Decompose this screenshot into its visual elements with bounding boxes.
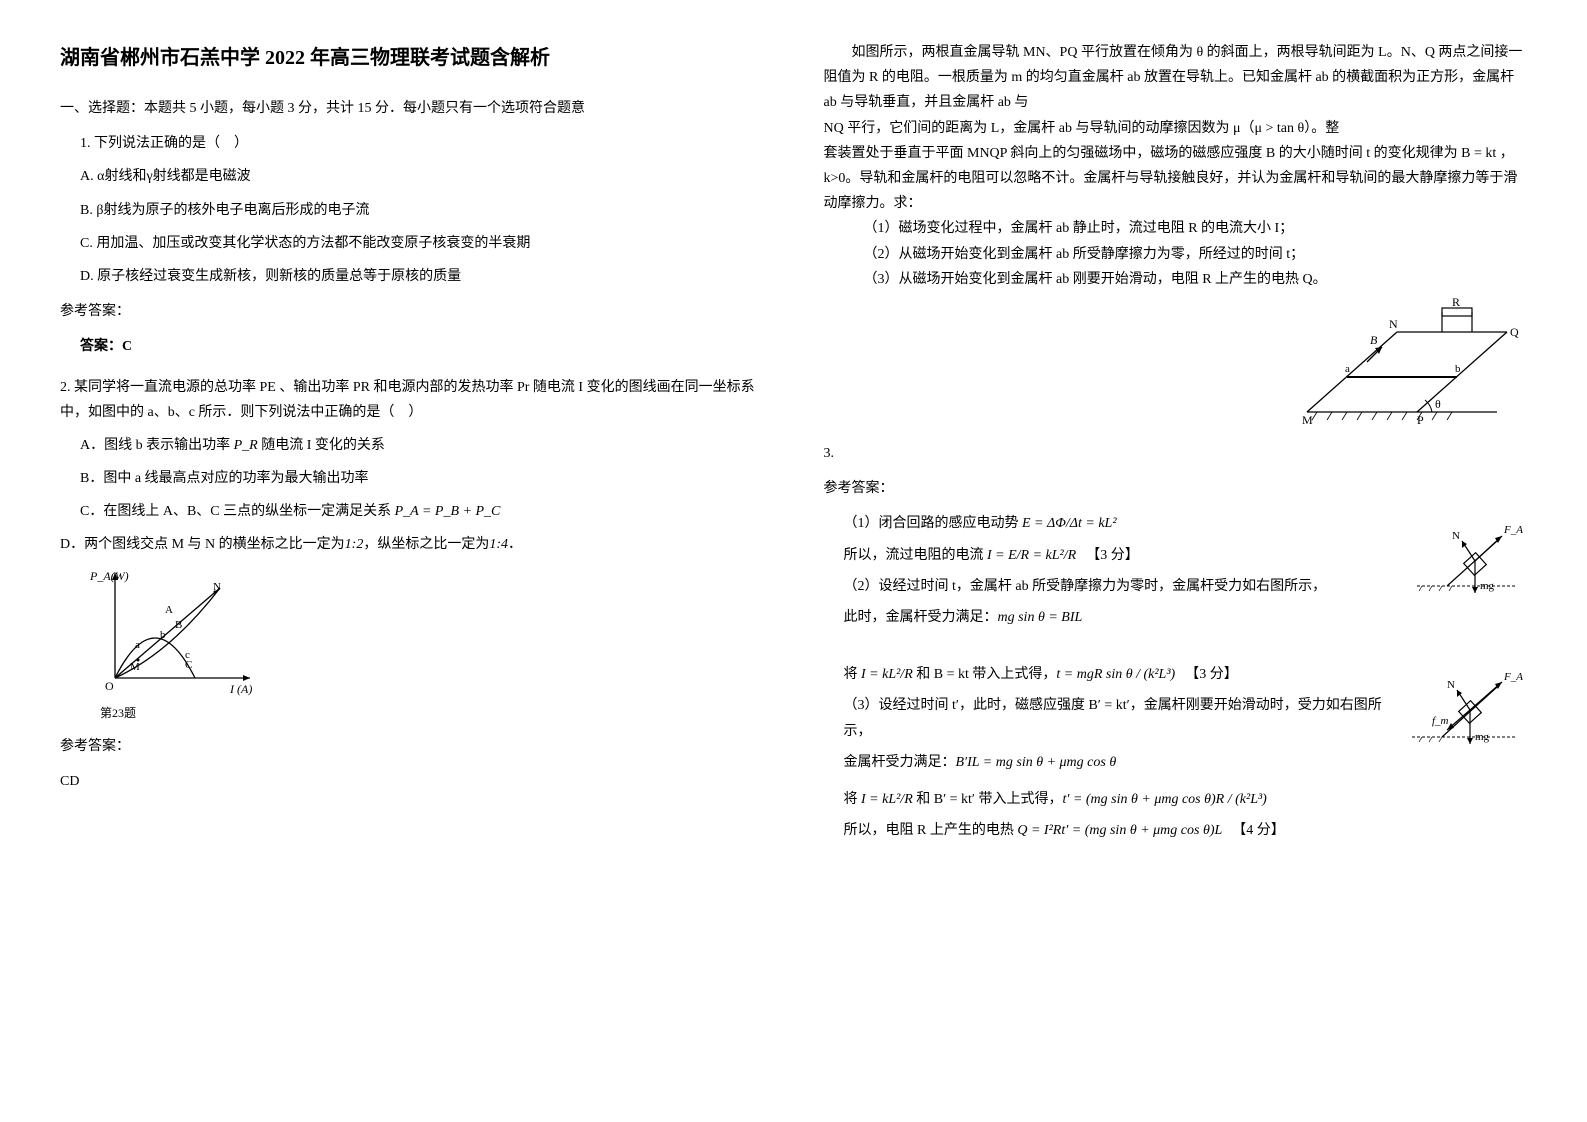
- q1-ans-label: 参考答案：: [60, 299, 764, 324]
- q3-sol3d-eq: Q = I²Rt′ = (mg sin θ + μmg cos θ)L: [1017, 823, 1222, 838]
- q2-opt-b: B．图中 a 线最高点对应的功率为最大输出功率: [80, 466, 764, 491]
- q3-sol2b: 此时，金属杆受力满足：mg sin θ = BIL: [844, 605, 1528, 630]
- q2-a-head: A．图线 b 表示输出功率: [80, 438, 234, 453]
- q3-sol2b-eq: mg sin θ = BIL: [998, 610, 1083, 625]
- q3-sol3b-text: 金属杆受力满足：: [844, 755, 956, 770]
- q3-sol2c-eq2: t = mgR sin θ / (k²L³): [1056, 667, 1175, 682]
- lbl-b: b: [1455, 363, 1461, 375]
- lbl-force2-N: N: [1447, 679, 1455, 691]
- q3-p3: 套装置处于垂直于平面 MNQP 斜向上的匀强磁场中，磁场的磁感应强度 B 的大小…: [824, 141, 1528, 217]
- q3-score1: 【3 分】: [1086, 548, 1139, 563]
- q3-score2: 【3 分】: [1185, 667, 1238, 682]
- q3-p2: NQ 平行，它们间的距离为 L，金属杆 ab 与导轨间的动摩擦因数为 μ（μ >…: [824, 116, 1528, 141]
- q2-d-r1: 1:2: [345, 537, 364, 552]
- q3-sol1-block: N F_A mg （1）闭合回路的感应电动势 E = ΔΦ/Δt = kL² 所…: [824, 511, 1528, 636]
- right-column: 如图所示，两根直金属导轨 MN、PQ 平行放置在倾角为 θ 的斜面上，两根导轨间…: [824, 40, 1528, 849]
- svg-text:I (A): I (A): [229, 682, 252, 696]
- svg-text:B: B: [1370, 333, 1378, 347]
- q2-ans: CD: [60, 769, 764, 794]
- lbl-R: R: [1452, 295, 1460, 309]
- q3-score3: 【4 分】: [1232, 823, 1285, 838]
- q3-sol3c-mid: 和 B′ = kt′ 带入上式得，: [913, 792, 1063, 807]
- q2-opt-c: C．在图线上 A、B、C 三点的纵坐标一定满足关系 P_A = P_B + P_…: [80, 499, 764, 524]
- q2-c-math: P_A = P_B + P_C: [395, 504, 501, 519]
- lbl-force2-mg: mg: [1475, 731, 1490, 743]
- q3-sol3c: 将 I = kL²/R 和 B′ = kt′ 带入上式得，t′ = (mg si…: [844, 787, 1528, 812]
- lbl-a: a: [1345, 363, 1350, 375]
- q2-opt-d: D．两个图线交点 M 与 N 的横坐标之比一定为1:2，纵坐标之比一定为1:4．: [60, 532, 764, 557]
- section-1-header: 一、选择题：本题共 5 小题，每小题 3 分，共计 15 分．每小题只有一个选项…: [60, 96, 764, 121]
- q1-stem: 1. 下列说法正确的是（ ）: [80, 131, 764, 156]
- q2-d-mid: ，纵坐标之比一定为: [363, 537, 489, 552]
- q2-ans-label: 参考答案：: [60, 734, 764, 759]
- q3-sol3b: 金属杆受力满足：B′IL = mg sin θ + μmg cos θ: [844, 750, 1528, 775]
- svg-text:P_A(W): P_A(W): [90, 569, 129, 583]
- page-root: 湖南省郴州市石羔中学 2022 年高三物理联考试题含解析 一、选择题：本题共 5…: [60, 40, 1527, 849]
- q1-ans: 答案：C: [80, 334, 764, 359]
- q2-d-end: ．: [508, 537, 522, 552]
- q2-d-r2: 1:4: [489, 537, 508, 552]
- q2-d-head: D．两个图线交点 M 与 N 的横坐标之比一定为: [60, 537, 345, 552]
- q2-fig-caption: 第23题: [100, 703, 764, 725]
- q3-sol2b-text: 此时，金属杆受力满足：: [844, 610, 998, 625]
- q3-sol1a-text: （1）闭合回路的感应电动势: [844, 516, 1023, 531]
- q3-force-fig-1: N F_A mg: [1407, 511, 1527, 601]
- q3-sol1b-text: 所以，流过电阻的电流: [844, 548, 988, 563]
- q3-p1: 如图所示，两根直金属导轨 MN、PQ 平行放置在倾角为 θ 的斜面上，两根导轨间…: [824, 40, 1528, 116]
- lbl-force2-fm: f_m: [1432, 715, 1449, 727]
- svg-text:M: M: [130, 661, 140, 673]
- q1-opt-c: C. 用加温、加压或改变其化学状态的方法都不能改变原子核衰变的半衰期: [80, 231, 764, 256]
- lbl-Q: Q: [1510, 325, 1519, 339]
- q3-sol3b-eq: B′IL = mg sin θ + μmg cos θ: [956, 755, 1117, 770]
- q1-opt-a: A. α射线和γ射线都是电磁波: [80, 164, 764, 189]
- q3-sol3d-text: 所以，电阻 R 上产生的电热: [844, 823, 1018, 838]
- lbl-force-mg: mg: [1480, 580, 1495, 592]
- q3-num: 3.: [824, 441, 1528, 466]
- q3-sol2c-mid: 和 B = kt 带入上式得，: [913, 667, 1057, 682]
- svg-text:B: B: [175, 619, 182, 631]
- q3-sol3c-eq2: t′ = (mg sin θ + μmg cos θ)R / (k²L³): [1063, 792, 1267, 807]
- svg-text:C: C: [185, 659, 192, 671]
- lbl-theta: θ: [1435, 397, 1441, 411]
- q3-sol3c-text: 将: [844, 792, 862, 807]
- q3-sub2: （2）从磁场开始变化到金属杆 ab 所受静摩擦力为零，所经过的时间 t；: [864, 242, 1528, 267]
- lbl-force-FA: F_A: [1503, 524, 1523, 536]
- q1-opt-b: B. β射线为原子的核外电子电离后形成的电子流: [80, 198, 764, 223]
- lbl-N: N: [1389, 317, 1398, 331]
- q2-a-math: P_R: [234, 438, 258, 453]
- q3-sol2c-text: 将: [844, 667, 862, 682]
- q2-a-tail: 随电流 I 变化的关系: [258, 438, 385, 453]
- q3-ans-label: 参考答案：: [824, 476, 1528, 501]
- svg-text:b: b: [160, 629, 166, 641]
- q3-sol1a-eq: E = ΔΦ/Δt = kL²: [1022, 516, 1117, 531]
- lbl-M: M: [1302, 413, 1313, 427]
- svg-text:a: a: [135, 639, 140, 651]
- q2-opt-a: A．图线 b 表示输出功率 P_R 随电流 I 变化的关系: [80, 433, 764, 458]
- q3-sub1: （1）磁场变化过程中，金属杆 ab 静止时，流过电阻 R 的电流大小 I；: [864, 216, 1528, 241]
- lbl-force-N: N: [1452, 530, 1460, 542]
- q3-sub3: （3）从磁场开始变化到金属杆 ab 刚要开始滑动，电阻 R 上产生的电热 Q。: [864, 267, 1528, 292]
- q3-force-fig-2: N F_A f_m mg: [1407, 662, 1527, 752]
- q2-c-head: C．在图线上 A、B、C 三点的纵坐标一定满足关系: [80, 504, 395, 519]
- left-column: 湖南省郴州市石羔中学 2022 年高三物理联考试题含解析 一、选择题：本题共 5…: [60, 40, 764, 849]
- svg-text:A: A: [165, 604, 173, 616]
- title: 湖南省郴州市石羔中学 2022 年高三物理联考试题含解析: [60, 40, 764, 76]
- q3-sol1b-eq: I = E/R = kL²/R: [987, 548, 1076, 563]
- q3-sol2c-eq1: I = kL²/R: [861, 667, 913, 682]
- q3-incline-figure: M N P Q R a b B θ: [1267, 292, 1527, 432]
- q2-figure: P_A(W) I (A) O A b B a c C M N: [90, 568, 260, 698]
- q3-sol3d: 所以，电阻 R 上产生的电热 Q = I²Rt′ = (mg sin θ + μ…: [844, 818, 1528, 843]
- lbl-force2-FA: F_A: [1503, 671, 1523, 683]
- svg-text:O: O: [105, 679, 114, 693]
- q3-incline-wrap: M N P Q R a b B θ: [824, 292, 1528, 441]
- spacer: [824, 636, 1528, 656]
- q3-sol3c-eq1: I = kL²/R: [861, 792, 913, 807]
- q3-sol2-block: N F_A f_m mg 将 I = kL²/R 和 B = kt 带入上式得，…: [824, 662, 1528, 781]
- q2-stem: 2. 某同学将一直流电源的总功率 PE 、输出功率 PR 和电源内部的发热功率 …: [60, 375, 764, 425]
- lbl-P: P: [1417, 413, 1424, 427]
- q1-opt-d: D. 原子核经过衰变生成新核，则新核的质量总等于原核的质量: [80, 264, 764, 289]
